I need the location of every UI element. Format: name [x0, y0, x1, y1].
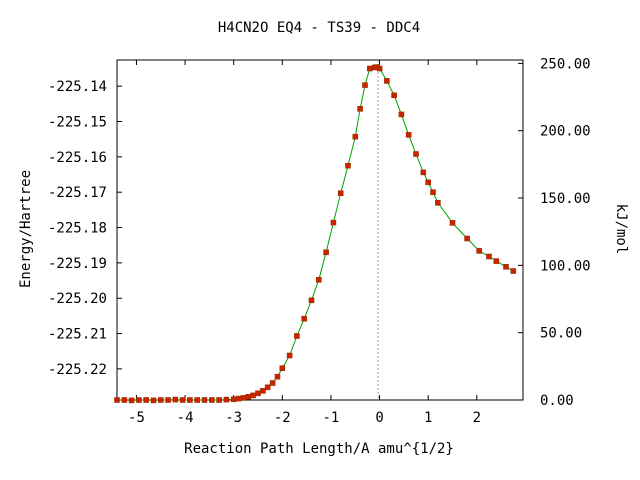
- data-point: [486, 253, 492, 260]
- data-point: [464, 235, 470, 242]
- x-tick-label: -3: [225, 410, 242, 426]
- data-point: [323, 249, 329, 256]
- data-point: [430, 189, 436, 195]
- data-point: [362, 82, 368, 88]
- y-tick-label: -225.16: [48, 150, 107, 166]
- y-tick-label: -225.18: [48, 221, 107, 237]
- x-tick-label: -4: [177, 410, 194, 426]
- data-point: [449, 220, 456, 226]
- data-point: [255, 390, 261, 397]
- data-point: [235, 395, 242, 402]
- y2-tick-label: 100.00: [540, 258, 591, 274]
- data-point: [308, 297, 315, 304]
- data-point: [250, 392, 256, 399]
- data-point: [230, 396, 237, 403]
- data-point: [366, 65, 373, 72]
- x-axis-label: Reaction Path Length/A amu^{1/2}: [184, 441, 454, 457]
- x-tick-label: 1: [424, 410, 432, 426]
- y-tick-label: -225.19: [48, 256, 107, 272]
- y-axis-label: Energy/Hartree: [18, 170, 34, 288]
- data-point: [264, 384, 271, 391]
- data-point: [269, 380, 276, 386]
- data-point: [337, 190, 344, 196]
- x-tick-label: 2: [473, 410, 481, 426]
- data-point: [286, 352, 293, 359]
- data-point: [187, 397, 193, 403]
- y-axis-left: -225.14 -225.15 -225.16 -225.17 -225.18 -225.…: [48, 79, 122, 378]
- data-point: [179, 397, 186, 403]
- data-point: [420, 169, 427, 176]
- data-point: [294, 333, 300, 339]
- data-point: [114, 397, 120, 403]
- x-tick-label: -1: [323, 410, 340, 426]
- data-point: [384, 78, 390, 84]
- data-point: [301, 315, 308, 322]
- data-point: [260, 387, 266, 394]
- data-point: [357, 106, 363, 112]
- data-point: [345, 162, 351, 169]
- data-point: [216, 397, 222, 403]
- chart-title: H4CN2O EQ4 - TS39 - DDC4: [218, 20, 420, 36]
- x-tick-label: -2: [274, 410, 291, 426]
- data-point: [240, 395, 247, 401]
- data-point: [330, 219, 337, 226]
- x-axis: -5 -4 -3 -2 -1 0 1 2: [128, 60, 481, 426]
- data-point: [352, 133, 359, 140]
- data-point: [425, 179, 432, 186]
- y-tick-label: -225.21: [48, 327, 107, 343]
- data-point: [274, 373, 281, 380]
- data-point: [165, 397, 171, 403]
- x-tick-label: 0: [375, 410, 383, 426]
- data-point: [493, 258, 500, 264]
- data-point: [391, 92, 397, 99]
- data-point: [121, 397, 128, 403]
- data-point: [209, 397, 215, 403]
- data-points: [114, 64, 517, 404]
- data-point: [279, 365, 286, 372]
- data-point: [136, 397, 142, 403]
- data-point: [150, 397, 157, 404]
- data-point: [405, 132, 412, 138]
- y2-tick-label: 250.00: [540, 56, 591, 72]
- data-point: [128, 397, 135, 404]
- y-tick-label: -225.17: [48, 185, 107, 201]
- y-tick-label: -225.15: [48, 114, 107, 130]
- data-point: [194, 397, 200, 403]
- data-point: [172, 396, 179, 403]
- data-point: [435, 200, 441, 206]
- data-point: [413, 151, 419, 157]
- y2-tick-label: 50.00: [540, 326, 582, 342]
- y-tick-label: -225.20: [48, 291, 107, 307]
- data-point: [245, 393, 252, 400]
- data-point: [143, 397, 149, 403]
- data-point: [315, 276, 322, 283]
- data-point: [503, 263, 509, 270]
- plot-frame: [116, 59, 524, 401]
- y2-tick-label: 200.00: [540, 124, 591, 140]
- y2-tick-label: 0.00: [540, 393, 574, 409]
- data-point: [376, 65, 383, 72]
- y-tick-label: -225.22: [48, 362, 107, 378]
- y2-tick-label: 150.00: [540, 191, 591, 207]
- data-point: [476, 248, 483, 254]
- data-point: [510, 268, 517, 274]
- data-point: [201, 397, 208, 403]
- data-point: [158, 397, 164, 403]
- energy-curve: [117, 66, 514, 401]
- data-point: [223, 396, 230, 403]
- x-tick-label: -5: [128, 410, 145, 426]
- data-point: [398, 111, 405, 118]
- y-axis-right: 250.00 200.00 150.00 100.00 50.00 0.00: [518, 56, 591, 409]
- y2-axis-label: kJ/mol: [613, 204, 629, 255]
- y-tick-label: -225.14: [48, 79, 107, 95]
